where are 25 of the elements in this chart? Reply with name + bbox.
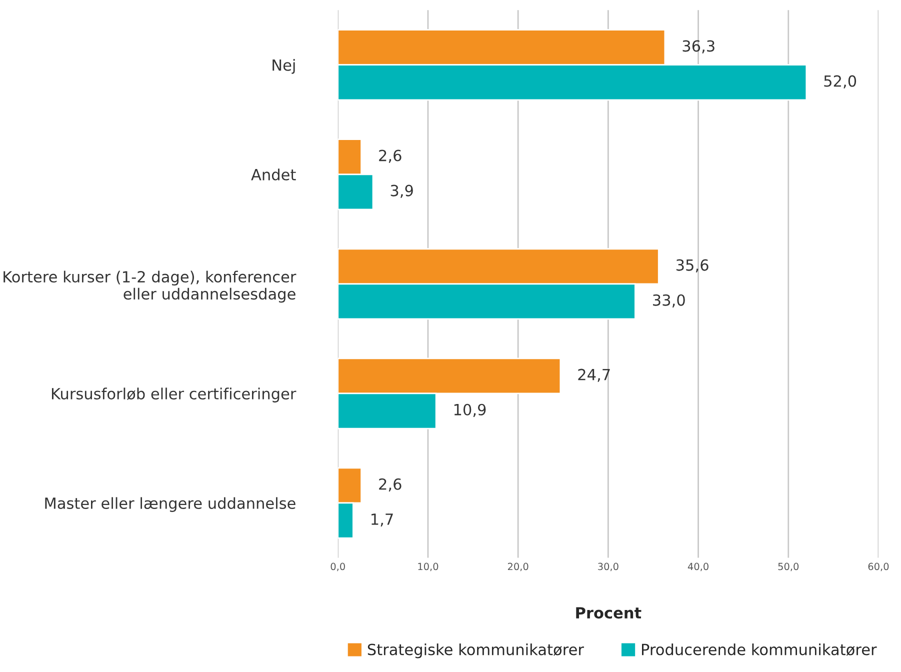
x-axis-title: Procent bbox=[576, 607, 642, 619]
data-label: 10,9 bbox=[454, 404, 486, 417]
x-tick-label: 40,0 bbox=[688, 562, 708, 572]
data-label: 33,0 bbox=[653, 294, 685, 308]
data-label: 35,6 bbox=[676, 259, 708, 272]
y-tick-label: Andet bbox=[251, 168, 296, 180]
x-tick-label: 60,0 bbox=[868, 562, 889, 572]
data-label: 52,0 bbox=[824, 75, 856, 88]
data-label: 1,7 bbox=[372, 514, 393, 527]
data-label: 2,6 bbox=[379, 478, 402, 492]
data-label: 36,3 bbox=[682, 40, 714, 54]
y-tick-label: Kursusforløb eller certificeringer bbox=[52, 388, 296, 402]
x-tick-label: 50,0 bbox=[778, 562, 799, 572]
y-tick-label: Nej bbox=[272, 59, 295, 74]
y-tick-label: Master eller længere uddannelse bbox=[45, 497, 296, 512]
data-label: 2,6 bbox=[379, 150, 402, 163]
x-tick-label: 30,0 bbox=[598, 562, 618, 572]
x-tick-label: 10,0 bbox=[418, 562, 438, 572]
legend-label: Strategiske kommunikatører bbox=[368, 643, 584, 658]
data-label: 3,9 bbox=[390, 184, 413, 198]
data-label: 24,7 bbox=[578, 368, 610, 382]
legend-label: Producerende kommunikatører bbox=[642, 643, 877, 656]
x-tick-label: 0,0 bbox=[330, 562, 345, 572]
y-tick-label: Kortere kurser (1-2 dage), konferencer eller uddannelsesdage bbox=[4, 270, 296, 303]
x-tick-label: 20,0 bbox=[508, 562, 528, 572]
